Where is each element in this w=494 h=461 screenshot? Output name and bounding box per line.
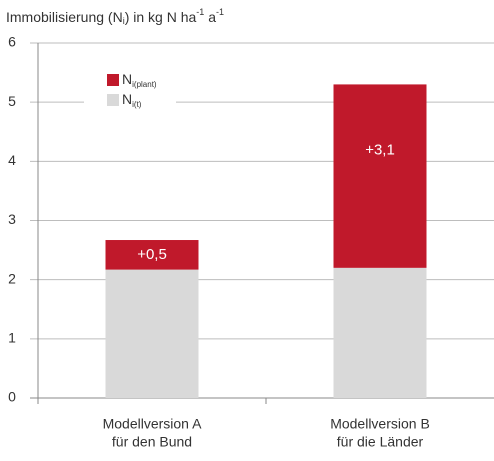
y-tick-label: 5 xyxy=(8,93,16,109)
legend-name: N xyxy=(122,91,132,107)
bar-segment xyxy=(333,84,427,268)
y-tick-label: 3 xyxy=(8,211,16,227)
legend-swatch xyxy=(107,74,119,86)
title-part: a xyxy=(204,9,216,25)
y-tick-label: 6 xyxy=(8,34,16,50)
y-tick-label: 1 xyxy=(8,330,16,346)
x-tick-label: für die Länder xyxy=(337,434,424,450)
x-tick-label: für den Bund xyxy=(112,434,192,450)
legend-name: N xyxy=(122,71,132,87)
legend-sub: i(t) xyxy=(132,100,142,109)
chart-title: Immobilisierung (Ni) in kg N ha-1 a-1 xyxy=(6,7,224,26)
value-label: +0,5 xyxy=(137,246,167,263)
title-part: -1 xyxy=(216,7,224,17)
y-tick-label: 2 xyxy=(8,270,16,286)
title-part: ) in kg N ha xyxy=(125,9,197,25)
bar-segment xyxy=(105,240,199,270)
bar-segment xyxy=(105,269,199,398)
y-tick-label: 0 xyxy=(8,389,16,405)
legend-swatch xyxy=(107,94,119,106)
x-tick-label: Modellversion A xyxy=(103,416,202,432)
legend-label: Ni(plant) xyxy=(122,71,157,89)
legend-label: Ni(t) xyxy=(122,91,142,109)
bar-segment xyxy=(333,267,427,398)
title-part: Immobilisierung (N xyxy=(6,9,123,25)
value-label: +3,1 xyxy=(365,141,395,158)
title-part: -1 xyxy=(196,7,204,17)
x-tick-label: Modellversion B xyxy=(330,416,430,432)
legend-sub: i(plant) xyxy=(132,80,157,89)
title-part: i xyxy=(123,16,125,26)
legend-background xyxy=(84,68,176,114)
y-tick-label: 4 xyxy=(8,152,16,168)
